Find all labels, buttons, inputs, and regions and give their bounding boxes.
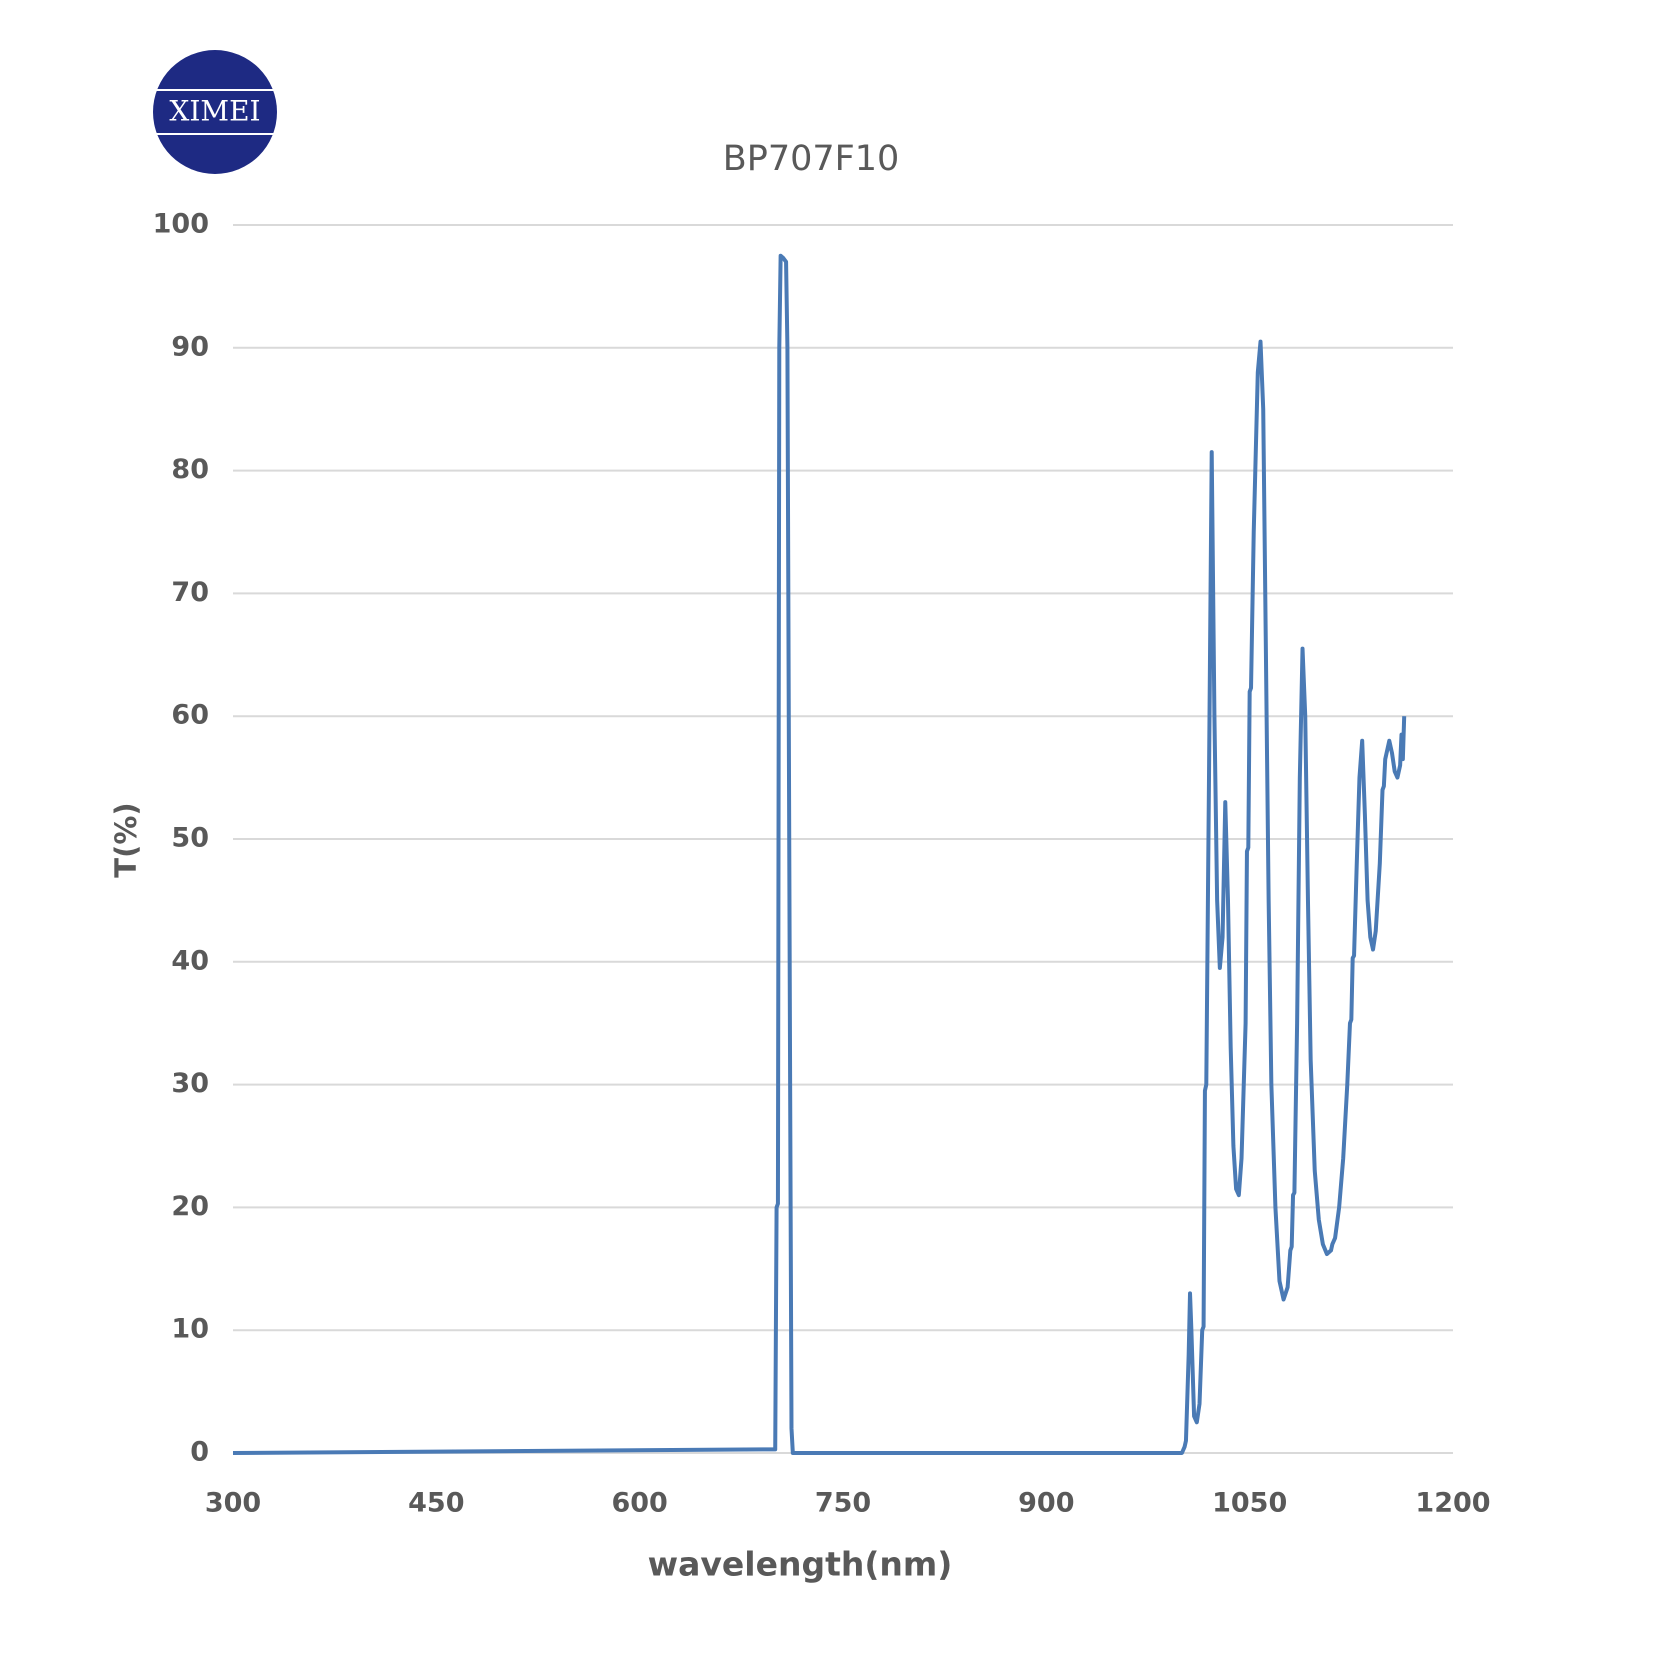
y-tick-label: 40: [171, 945, 209, 976]
logo-circle: [153, 50, 277, 174]
x-tick-label: 450: [408, 1488, 464, 1519]
x-tick-label: 300: [205, 1488, 261, 1519]
y-tick-label: 60: [171, 700, 209, 731]
x-tick-label: 900: [1018, 1488, 1074, 1519]
x-axis-label: wavelength(nm): [648, 1545, 953, 1584]
logo-text: XIMEI: [169, 95, 260, 128]
y-tick-label: 10: [171, 1314, 209, 1345]
y-axis-label: T(%): [109, 802, 143, 877]
x-tick-label: 750: [815, 1488, 871, 1519]
y-tick-label: 80: [171, 454, 209, 485]
y-tick-label: 90: [171, 331, 209, 362]
chart-title: BP707F10: [723, 139, 900, 179]
y-tick-label: 50: [171, 823, 209, 854]
y-tick-label: 70: [171, 577, 209, 608]
y-tick-label: 30: [171, 1068, 209, 1099]
x-tick-label: 600: [611, 1488, 667, 1519]
y-tick-label: 100: [153, 209, 209, 240]
x-tick-label: 1200: [1415, 1488, 1490, 1519]
logo: XIMEI: [153, 50, 277, 174]
y-tick-label: 20: [171, 1191, 209, 1222]
series-line: [232, 253, 1407, 1455]
x-tick-label: 1050: [1212, 1488, 1287, 1519]
y-tick-label: 0: [190, 1437, 209, 1468]
